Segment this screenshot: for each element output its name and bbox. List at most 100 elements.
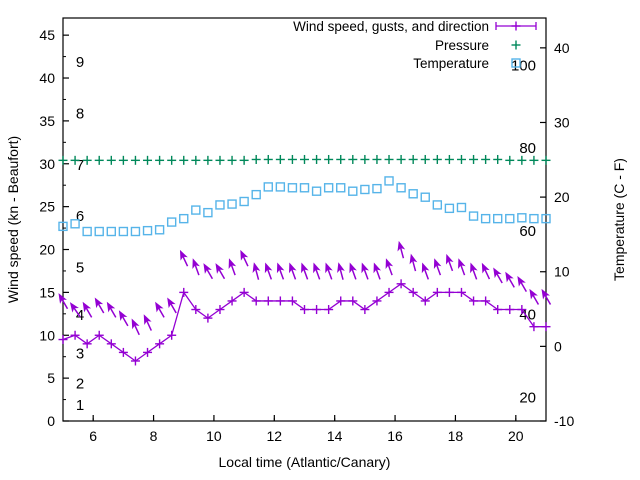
wind-direction-arrow: [118, 310, 129, 327]
temperature-point: [541, 213, 551, 224]
temperature-point: [480, 213, 491, 224]
beaufort-scale-label: 5: [76, 260, 84, 277]
wind-direction-arrow: [421, 262, 430, 280]
wind-direction-arrow: [215, 263, 226, 280]
temperature-point: [456, 202, 467, 213]
legend-marker-temperature: [511, 58, 521, 68]
temperature-point: [203, 207, 213, 218]
y-axis-tick-label: 10: [39, 327, 55, 343]
fahrenheit-scale-label: 20: [519, 389, 536, 406]
temperature-point: [468, 211, 479, 221]
wind-direction-arrow: [541, 288, 552, 305]
legend-label-0: Wind speed, gusts, and direction: [293, 19, 489, 34]
wind-direction-arrow: [155, 301, 165, 318]
temperature-point: [239, 196, 249, 207]
beaufort-scale-label: 9: [76, 54, 84, 71]
temperature-point: [311, 186, 322, 196]
wind-direction-arrow: [470, 262, 478, 280]
temperature-point: [263, 182, 273, 192]
beaufort-scale-label: 2: [76, 375, 84, 392]
wind-direction-arrow: [325, 262, 333, 280]
temperature-point: [384, 176, 394, 186]
temperature-point: [191, 205, 201, 215]
plot-frame: [62, 17, 547, 422]
y2-axis-tick-label: 20: [554, 189, 570, 205]
x-axis-tick-label: 16: [387, 428, 403, 444]
temperature-point: [505, 213, 515, 224]
temperature-point: [130, 226, 141, 237]
temperature-point: [227, 199, 237, 209]
wind-direction-arrow: [397, 240, 406, 259]
wind-direction-arrow: [264, 262, 273, 280]
temperature-point: [166, 217, 177, 227]
wind-direction-arrow: [337, 262, 345, 280]
temperature-point: [215, 200, 225, 210]
x-axis-tick-label: 14: [327, 428, 343, 444]
x-axis-tick-label: 20: [508, 428, 524, 444]
y2-axis-title: Temperature (C - F): [611, 158, 627, 281]
wind-direction-arrow: [203, 263, 214, 280]
x-axis-tick-label: 6: [89, 428, 97, 444]
wind-direction-arrow: [252, 262, 261, 280]
wind-direction-arrow: [385, 258, 394, 276]
wind-direction-arrow: [349, 262, 357, 280]
temperature-point: [517, 213, 527, 223]
temperature-point: [336, 183, 346, 193]
y-axis-tick-label: 0: [47, 413, 55, 429]
x-axis-tick-label: 10: [206, 428, 222, 444]
temperature-point: [179, 213, 189, 224]
wind-direction-arrow: [240, 249, 249, 267]
y2-axis-tick-label: 0: [554, 338, 562, 354]
x-axis-title: Local time (Atlantic/Canary): [219, 454, 391, 470]
wind-direction-arrow: [192, 258, 200, 276]
y-axis-tick-label: 15: [39, 284, 55, 300]
temperature-point: [275, 182, 286, 192]
wind-direction-arrow: [289, 262, 297, 280]
wind-direction-arrow: [228, 258, 237, 276]
y-axis-tick-label: 20: [39, 242, 55, 258]
temperature-point: [432, 200, 443, 210]
legend-label-2: Temperature: [413, 56, 489, 71]
wind-direction-arrow: [131, 318, 140, 336]
beaufort-scale-label: 3: [76, 345, 84, 362]
temperature-point: [154, 225, 165, 235]
temperature-point: [142, 225, 153, 236]
wind-direction-arrow: [179, 249, 189, 267]
y-axis-tick-label: 45: [39, 27, 55, 43]
beaufort-scale-label: 6: [76, 208, 84, 225]
y-axis-tick-label: 5: [47, 370, 55, 386]
temperature-point: [408, 189, 418, 199]
temperature-point: [396, 183, 406, 193]
wind-direction-arrow: [409, 253, 418, 272]
temperature-point: [420, 192, 430, 202]
wind-direction-arrow: [94, 297, 105, 314]
wind-direction-arrow: [373, 262, 382, 280]
temperature-point: [118, 226, 129, 237]
wind-direction-arrow: [493, 267, 503, 284]
legend-label-1: Pressure: [435, 38, 489, 53]
wind-direction-arrow: [313, 262, 321, 280]
fahrenheit-scale-label: 80: [519, 140, 536, 157]
y-axis-title: Wind speed (kn - Beaufort): [5, 136, 21, 303]
y-axis-tick-label: 35: [39, 113, 55, 129]
temperature-point: [94, 226, 104, 237]
y-axis-tick-label: 25: [39, 199, 55, 215]
temperature-point: [372, 183, 382, 194]
wind-direction-arrow: [445, 253, 454, 272]
temperature-point: [360, 184, 370, 195]
wind-direction-arrow: [143, 314, 153, 331]
x-axis-tick-label: 12: [267, 428, 283, 444]
fahrenheit-scale-label: 60: [519, 223, 536, 240]
x-axis-tick-label: 8: [150, 428, 158, 444]
temperature-point: [82, 226, 92, 237]
y-axis-tick-label: 30: [39, 156, 55, 172]
wind-direction-arrow: [301, 262, 309, 280]
temperature-point: [323, 183, 334, 193]
beaufort-scale-label: 1: [76, 397, 84, 414]
wind-direction-arrow: [517, 276, 527, 292]
y-axis-tick-label: 40: [39, 70, 55, 86]
wind-direction-arrow: [106, 301, 117, 318]
wind-direction-arrow: [481, 262, 491, 280]
wind-direction-arrow: [433, 258, 442, 276]
